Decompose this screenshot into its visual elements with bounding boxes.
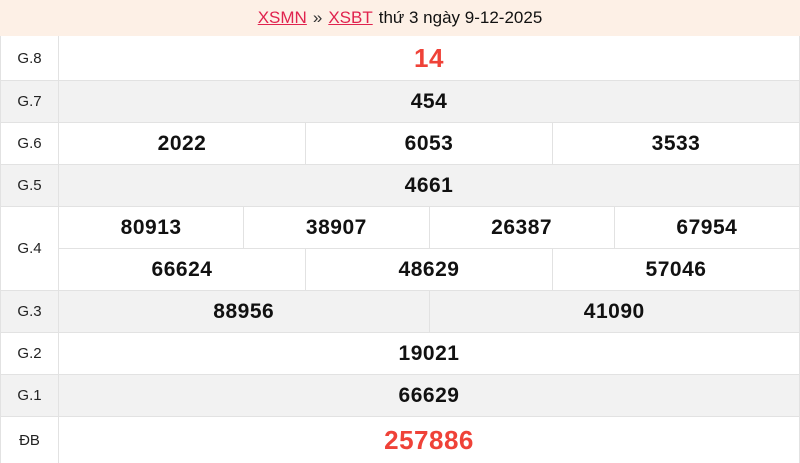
prize-cells-g7: 454 [59, 81, 799, 122]
prize-row-g5: G.5 4661 [1, 165, 799, 207]
title-separator: » [312, 8, 323, 27]
prize-label-g6: G.6 [1, 123, 59, 164]
prize-number: 19021 [398, 341, 460, 365]
prize-number: 26387 [428, 207, 614, 248]
prize-row-g3: G.3 88956 41090 [1, 291, 799, 333]
xsbt-link[interactable]: XSBT [328, 8, 373, 27]
title-date-text: thứ 3 ngày 9-12-2025 [378, 8, 543, 27]
prize-line: 80913 38907 26387 67954 [59, 207, 799, 248]
prize-label-g1: G.1 [1, 375, 59, 416]
prize-cells-g8: 14 [59, 36, 799, 80]
prize-row-g2: G.2 19021 [1, 333, 799, 375]
prize-number: 48629 [305, 249, 552, 290]
title-bar: XSMN » XSBT thứ 3 ngày 9-12-2025 [0, 0, 800, 36]
prize-number: 66624 [151, 257, 213, 281]
prize-row-g7: G.7 454 [1, 81, 799, 123]
prize-number: 2022 [157, 131, 207, 155]
prize-number: 3533 [552, 123, 799, 164]
prize-number: 88956 [213, 299, 275, 323]
prize-line: 66624 48629 57046 [59, 248, 799, 290]
prize-number: 4661 [404, 173, 454, 197]
prize-label-g7: G.7 [1, 81, 59, 122]
prize-cells-g6: 2022 6053 3533 [59, 123, 799, 164]
prize-line: 4661 [59, 165, 799, 206]
prize-number: 41090 [428, 291, 800, 332]
prize-number: 38907 [243, 207, 428, 248]
prize-line: 454 [59, 81, 799, 122]
prize-line: 66629 [59, 375, 799, 416]
prize-label-g8: G.8 [1, 36, 59, 80]
prize-cells-g4: 80913 38907 26387 67954 66624 48629 57046 [59, 207, 799, 290]
results-table: G.8 14 G.7 454 G.6 2022 6053 3533 G.5 4661 G.4 8091… [0, 36, 800, 463]
prize-row-db: ĐB 257886 [1, 417, 799, 463]
prize-number: 6053 [305, 123, 552, 164]
prize-number: 80913 [120, 215, 182, 239]
prize-line: 19021 [59, 333, 799, 374]
prize-cells-g5: 4661 [59, 165, 799, 206]
prize-line: 88956 41090 [59, 291, 799, 332]
prize-number: 454 [410, 89, 448, 113]
prize-row-g6: G.6 2022 6053 3533 [1, 123, 799, 165]
prize-label-g4: G.4 [1, 207, 59, 290]
prize-row-g1: G.1 66629 [1, 375, 799, 417]
prize-line: 257886 [59, 417, 799, 463]
prize-number: 257886 [384, 424, 474, 455]
prize-row-g8: G.8 14 [1, 36, 799, 81]
prize-label-g3: G.3 [1, 291, 59, 332]
prize-number: 66629 [398, 383, 460, 407]
prize-line: 14 [59, 36, 799, 80]
xsmn-link[interactable]: XSMN [257, 8, 307, 27]
prize-number: 57046 [552, 249, 799, 290]
prize-row-g4: G.4 80913 38907 26387 67954 66624 48629 57046 [1, 207, 799, 291]
prize-line: 2022 6053 3533 [59, 123, 799, 164]
prize-number: 67954 [613, 207, 799, 248]
prize-cells-g2: 19021 [59, 333, 799, 374]
prize-label-g5: G.5 [1, 165, 59, 206]
prize-number: 14 [414, 42, 444, 73]
prize-cells-g1: 66629 [59, 375, 799, 416]
prize-cells-g3: 88956 41090 [59, 291, 799, 332]
prize-label-g2: G.2 [1, 333, 59, 374]
prize-label-db: ĐB [1, 417, 59, 463]
prize-cells-db: 257886 [59, 417, 799, 463]
